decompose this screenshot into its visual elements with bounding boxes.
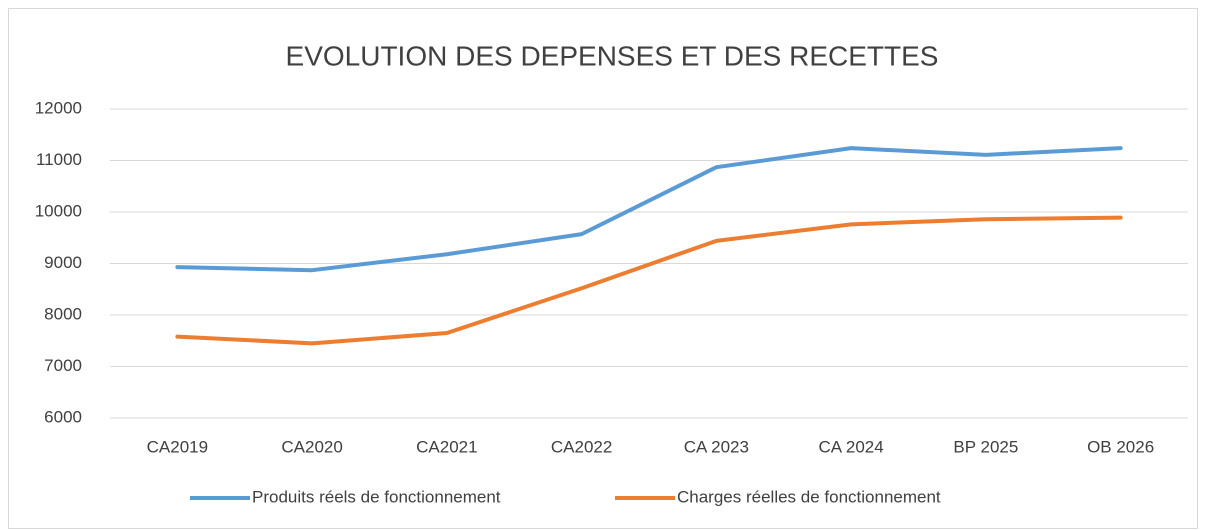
series-line [175, 215, 1123, 346]
x-tick-label: CA 2024 [819, 437, 884, 456]
x-tick-label: CA 2023 [684, 437, 749, 456]
y-tick-label: 11000 [36, 150, 82, 169]
x-tick-label: CA2022 [551, 437, 612, 456]
y-tick-label: 7000 [44, 356, 82, 375]
x-tick-label: CA2020 [281, 437, 342, 456]
y-tick-label: 10000 [35, 201, 82, 220]
series-line [175, 146, 1123, 273]
legend-label: Produits réels de fonctionnement [252, 487, 501, 506]
y-tick-label: 12000 [35, 98, 82, 117]
legend-label: Charges réelles de fonctionnement [677, 487, 941, 506]
x-tick-label: OB 2026 [1087, 437, 1154, 456]
x-tick-label: BP 2025 [953, 437, 1018, 456]
chart-title: EVOLUTION DES DEPENSES ET DES RECETTES [286, 40, 939, 71]
x-tick-label: CA2019 [147, 437, 208, 456]
y-tick-label: 9000 [44, 253, 82, 272]
x-tick-label: CA2021 [416, 437, 477, 456]
y-tick-label: 6000 [44, 407, 82, 426]
y-tick-label: 8000 [44, 304, 82, 323]
